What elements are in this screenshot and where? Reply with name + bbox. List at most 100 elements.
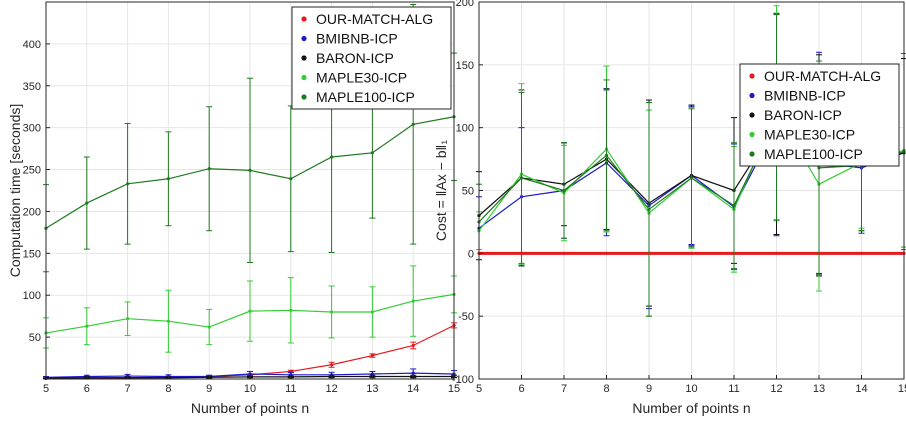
right-x-tick-label: 9 [646, 383, 652, 395]
left-y-tick-label: 300 [23, 123, 41, 135]
right-y-tick-label: 100 [456, 123, 474, 135]
left-y-tick-label: 100 [23, 290, 41, 302]
left-data-point [248, 372, 252, 376]
left-y-tick-label: 400 [23, 39, 41, 51]
left-data-point [411, 371, 415, 375]
left-data-point [370, 353, 374, 358]
right-x-tick-label: 5 [476, 383, 482, 395]
right-chart: 56789101112131415-100-50050100150200Numb… [433, 0, 906, 416]
left-x-tick-label: 13 [366, 383, 378, 395]
right-legend-box [739, 63, 900, 167]
right-legend-marker [749, 112, 755, 118]
right-data-point [604, 251, 609, 255]
right-y-axis-label: Cost = ‖Ax − b‖₁ [433, 140, 449, 241]
right-data-point [562, 188, 566, 193]
right-x-tick-label: 11 [728, 383, 739, 395]
left-data-point [289, 177, 293, 181]
right-y-tick-label: 50 [462, 186, 474, 198]
right-legend-entry: MAPLE100-ICP [764, 146, 863, 162]
left-legend-marker [301, 74, 307, 81]
left-data-point [85, 201, 89, 205]
right-data-point [604, 153, 609, 157]
left-legend-marker [301, 55, 307, 61]
right-series-0 [477, 251, 906, 255]
left-data-point [289, 308, 293, 312]
right-x-tick-label: 7 [561, 383, 567, 395]
left-series-4 [43, 4, 457, 273]
left-y-tick-label: 50 [29, 332, 41, 344]
left-y-axis-label: Computation time [seconds] [7, 104, 23, 278]
right-y-tick-label: 0 [468, 248, 474, 260]
right-data-point [817, 166, 821, 170]
left-x-tick-label: 14 [407, 383, 419, 395]
right-legend-marker [749, 92, 755, 99]
right-legend-entry: MAPLE30-ICP [764, 127, 855, 143]
left-data-point [370, 151, 374, 155]
left-legend-entry: BARON-ICP [316, 50, 394, 66]
left-legend-entry: MAPLE30-ICP [316, 70, 407, 86]
right-x-tick-label: 8 [603, 383, 609, 395]
left-y-tick-label: 250 [23, 165, 41, 177]
right-data-point [519, 176, 524, 180]
left-data-point [330, 155, 334, 159]
left-x-tick-label: 6 [84, 383, 90, 395]
left-legend-entry: OUR-MATCH-ALG [316, 11, 433, 27]
left-chart: 5 6 7 8 9 10 11 12 13 14 15 50 100 150 200 250 300 350 400… [7, 1, 460, 416]
left-x-tick-label: 12 [325, 383, 337, 395]
right-x-tick-label: 10 [685, 383, 697, 395]
right-data-point [774, 251, 779, 255]
left-data-point [207, 325, 211, 329]
left-data-point [411, 343, 415, 348]
left-x-tick-label: 7 [125, 383, 131, 395]
left-x-tick-label: 15 [448, 383, 460, 395]
left-x-tick-label: 5 [43, 383, 49, 395]
left-data-point [126, 182, 130, 186]
right-y-tick-label: 150 [456, 60, 474, 72]
right-data-point [689, 176, 694, 180]
right-x-tick-label: 14 [855, 383, 867, 395]
left-data-point [126, 317, 130, 321]
left-data-point [85, 324, 89, 328]
left-y-tick-label: 150 [23, 248, 41, 260]
left-legend-marker [301, 94, 307, 100]
left-legend-entry: MAPLE100-ICP [316, 89, 415, 105]
left-x-tick-label: 10 [244, 383, 256, 395]
left-data-point [330, 363, 334, 367]
left-x-tick-label: 8 [165, 383, 171, 395]
left-legend-marker [301, 16, 307, 22]
right-legend-marker [749, 131, 755, 138]
left-data-point [166, 319, 170, 323]
right-data-point [859, 251, 864, 255]
left-x-tick-label: 9 [206, 383, 212, 395]
right-data-point [562, 251, 566, 255]
right-x-tick-label: 13 [813, 383, 825, 395]
right-legend-entry: BARON-ICP [764, 107, 842, 123]
left-data-point [411, 122, 415, 126]
left-data-point [248, 168, 252, 172]
left-legend-marker [301, 35, 307, 42]
left-legend-box [291, 6, 452, 110]
right-y-tick-label: -50 [458, 311, 474, 323]
right-legend-entry: OUR-MATCH-ALG [764, 68, 881, 84]
left-data-point [166, 177, 170, 181]
left-x-tick-label: 11 [285, 383, 296, 395]
right-x-tick-label: 12 [770, 383, 782, 395]
left-y-tick-label: 200 [23, 206, 41, 218]
left-data-point [411, 299, 415, 303]
left-data-point [330, 310, 334, 314]
left-data-point [207, 167, 211, 171]
left-legend: OUR-MATCH-ALG BMIBNB-ICP BARON-ICP MAPLE30-… [291, 6, 452, 110]
right-legend: OUR-MATCH-ALG BMIBNB-ICP BARON-ICP MAPLE30-… [739, 63, 900, 167]
right-data-point [732, 203, 736, 208]
right-y-tick-label: 200 [456, 0, 474, 9]
left-x-axis-label: Number of points n [191, 400, 309, 416]
right-y-tick-label: -100 [452, 374, 474, 386]
right-x-tick-label: 15 [898, 383, 906, 395]
left-legend-entry: BMIBNB-ICP [316, 31, 398, 47]
right-legend-entry: BMIBNB-ICP [764, 88, 846, 104]
left-y-tick-label: 350 [23, 81, 41, 93]
left-data-point [248, 309, 252, 313]
right-legend-marker [749, 73, 755, 79]
right-data-point [689, 251, 694, 255]
